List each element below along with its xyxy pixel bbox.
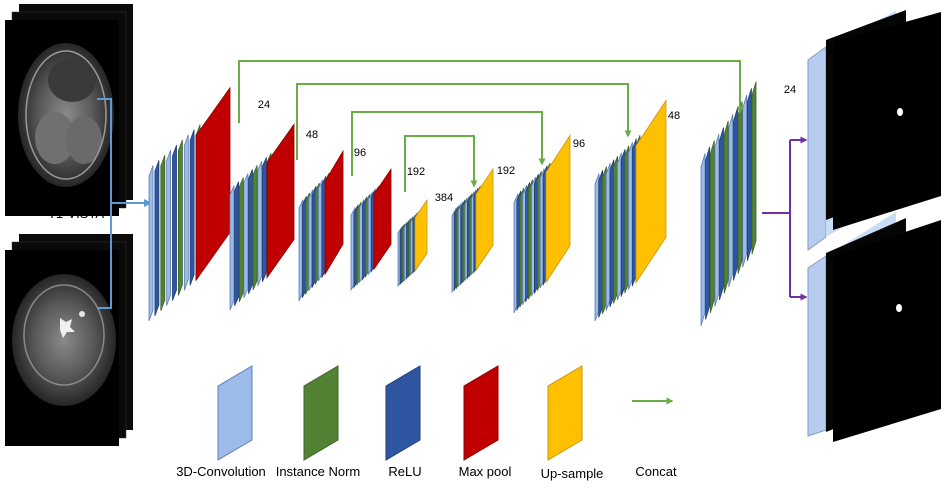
block-enc2-pool-slab-9: [266, 123, 295, 279]
block-dec2-relu-slab-1: [598, 169, 604, 318]
legend-label-concat: Concat: [635, 464, 677, 479]
block-dec1-relu-slab-7: [733, 107, 738, 281]
block-dec1-norm-slab-11: [751, 81, 757, 255]
block-dec3: [513, 134, 571, 314]
block-enc1-relu-slab-7: [189, 129, 195, 286]
block-enc1-conv-slab-6: [183, 134, 189, 291]
output-mask-lower: [807, 212, 941, 442]
block-dec2-conv-slab-9: [628, 142, 633, 290]
skip-connections: [238, 60, 744, 192]
block-enc2-norm-slab-2: [238, 177, 244, 303]
block-enc2-conv-slab-3: [243, 173, 249, 299]
block-dec1-norm-slab-8: [737, 101, 743, 274]
block-enc2-relu-slab-7: [261, 157, 267, 282]
legend: 3D-Convolution Instance Norm ReLU Max po…: [176, 365, 677, 481]
block-enc1-relu-slab-1: [154, 160, 160, 317]
channel-label-bottleneck: 384: [435, 192, 453, 204]
block-dec1-norm-slab-5: [723, 120, 729, 294]
channel-label-dec2: 48: [668, 110, 680, 122]
block-dec2-conv-slab-3: [605, 162, 611, 311]
block-dec4: [451, 167, 494, 294]
block-dec2: [594, 99, 667, 322]
block-enc2-norm-slab-5: [252, 165, 258, 290]
block-enc1-norm-slab-2: [160, 155, 166, 311]
channel-label-enc4: 192: [407, 166, 425, 178]
legend-conv-swatch: [217, 365, 253, 461]
block-dec1-relu-slab-10: [747, 88, 752, 261]
input-label-tof: TOF: [53, 425, 79, 440]
block-dec1-conv-slab-3: [714, 133, 720, 307]
channel-label-dec3: 96: [573, 138, 585, 150]
legend-label-upsample: Up-sample: [541, 466, 604, 481]
block-dec1-conv-slab-6: [728, 114, 734, 288]
channel-label-dec1: 24: [784, 84, 796, 96]
block-dec1-conv-slab-0: [700, 153, 706, 327]
input-tof-stack: [5, 234, 133, 446]
network-blocks: [148, 81, 757, 327]
block-dec4-upsample-slab-12: [475, 167, 494, 272]
block-enc1: [148, 86, 231, 322]
skip-connection-24: [238, 60, 744, 123]
block-enc1-relu-slab-4: [172, 144, 177, 301]
block-dec3-upsample-slab-12: [545, 134, 571, 284]
skip-connection-192: [404, 135, 478, 192]
block-dec2-upsample-slab-12: [635, 99, 667, 284]
legend-label-relu: ReLU: [388, 464, 421, 479]
channel-label-dec4: 192: [497, 165, 515, 177]
block-dec2-conv-slab-0: [594, 173, 600, 322]
block-bottleneck: [397, 198, 428, 288]
block-dec2-relu-slab-10: [631, 138, 637, 287]
block-dec2-norm-slab-5: [613, 155, 618, 304]
block-enc1-conv-slab-3: [166, 150, 172, 306]
block-enc4: [350, 168, 392, 292]
skip-connection-48: [296, 83, 632, 160]
input-label-t1vista: T1-VISTA: [48, 206, 104, 221]
block-enc3: [298, 149, 344, 302]
block-dec1-conv-slab-9: [742, 94, 748, 268]
block-enc1-norm-slab-5: [177, 139, 183, 296]
block-bottleneck-upsample-slab-9: [414, 198, 428, 273]
legend-relu-swatch: [385, 365, 421, 461]
block-enc2-conv-slab-6: [257, 161, 263, 286]
block-dec2-norm-slab-2: [602, 166, 607, 315]
block-dec1: [700, 81, 757, 327]
channel-label-enc2: 48: [306, 129, 318, 141]
block-enc4-pool-slab-9: [373, 168, 392, 271]
channel-label-enc3: 96: [354, 147, 366, 159]
block-dec1-relu-slab-1: [705, 146, 710, 320]
block-dec2-norm-slab-8: [624, 145, 630, 294]
block-enc3-pool-slab-9: [324, 149, 344, 276]
legend-label-pool: Max pool: [459, 464, 512, 479]
block-dec1-relu-slab-4: [719, 127, 724, 301]
block-dec2-relu-slab-7: [620, 149, 626, 297]
legend-norm-swatch: [303, 365, 339, 461]
block-enc1-conv-slab-0: [148, 165, 154, 322]
block-enc2: [229, 123, 295, 311]
output-mask-upper: [807, 10, 941, 251]
block-enc2-relu-slab-4: [248, 169, 253, 294]
block-dec2-relu-slab-4: [609, 159, 615, 308]
skip-connection-96: [351, 111, 546, 176]
block-dec1-norm-slab-2: [709, 140, 715, 314]
block-enc1-pool-slab-9: [195, 86, 231, 282]
block-enc2-relu-slab-1: [234, 181, 240, 307]
block-dec2-conv-slab-6: [617, 152, 622, 301]
output-split-arrow: [762, 136, 808, 301]
channel-label-enc1: 24: [258, 99, 270, 111]
input-merge-arrow: [97, 98, 152, 309]
legend-pool-swatch: [463, 365, 499, 461]
legend-upsample-swatch: [547, 365, 583, 461]
block-enc2-conv-slab-0: [229, 185, 235, 311]
legend-label-conv: 3D-Convolution: [176, 464, 266, 479]
legend-label-norm: Instance Norm: [276, 464, 361, 479]
input-t1vista-stack: [5, 4, 133, 216]
